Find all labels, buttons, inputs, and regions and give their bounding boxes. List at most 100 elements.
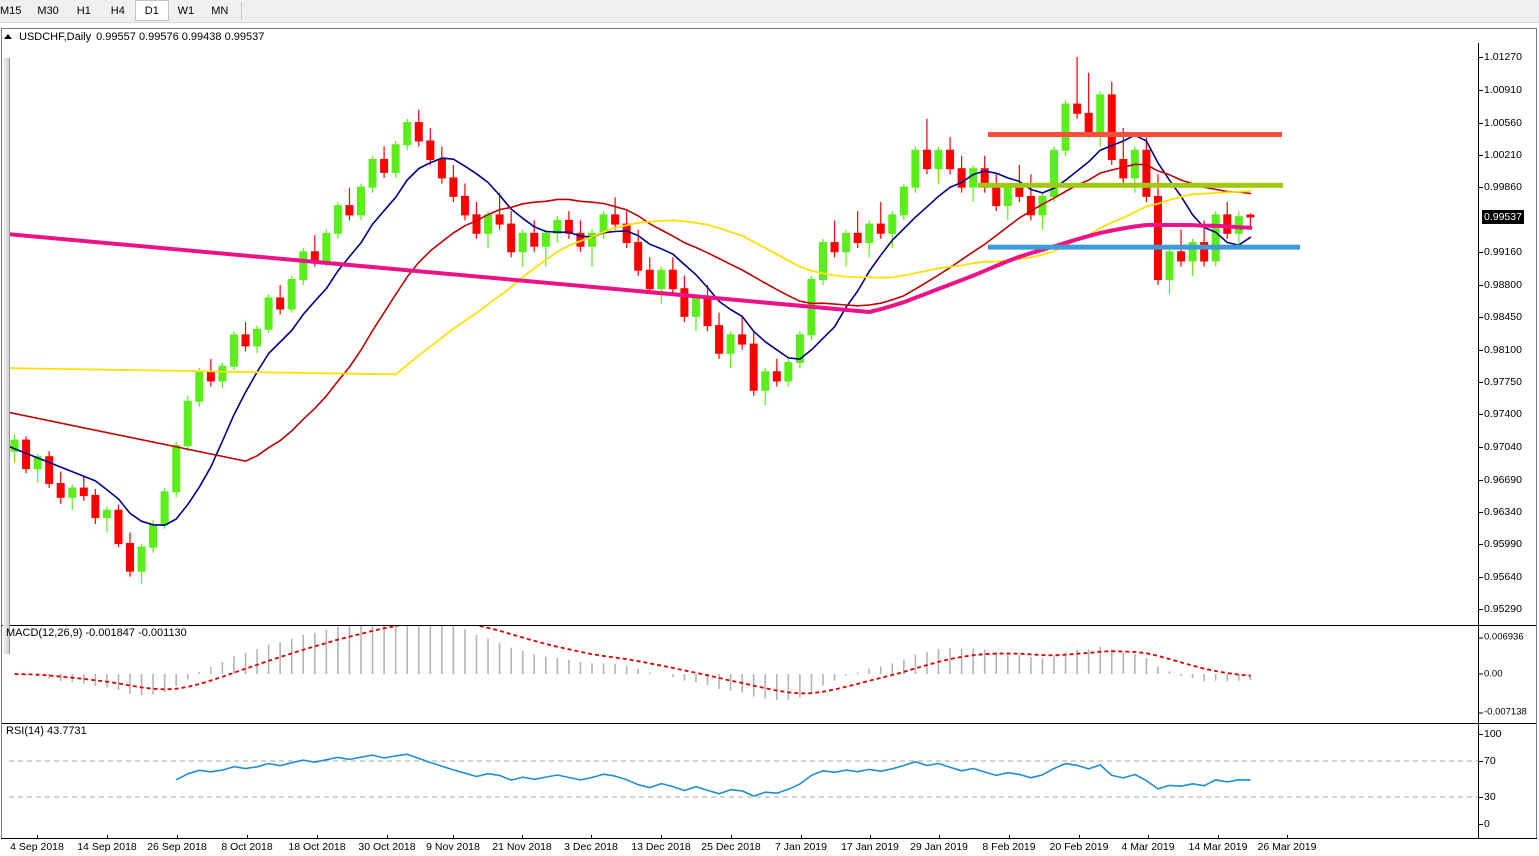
ohlc-values: 0.99557 0.99576 0.99438 0.99537 [96,30,265,43]
price-tick: 1.01270 [1479,51,1522,63]
date-tick-label: 26 Mar 2019 [1257,841,1317,853]
price-tick: 0.96690 [1479,473,1522,486]
timeframe-mn[interactable]: MN [211,5,229,17]
date-tick-label: 9 Nov 2018 [426,841,480,853]
date-tick-label: 8 Oct 2018 [221,841,273,853]
date-tick-label: 20 Feb 2019 [1049,841,1109,853]
price-tick: 0.97750 [1479,375,1522,388]
resistance-red [988,132,1282,138]
date-tick-label: 30 Oct 2018 [358,841,416,853]
date-tick-label: 17 Jan 2019 [841,841,899,853]
date-tick-mark [591,835,592,839]
date-tick-mark [453,835,454,839]
price-tick: 0.98100 [1479,343,1522,356]
chart-left-scroll-strip[interactable] [3,58,10,654]
date-tick-mark [247,835,248,839]
date-tick-mark [37,835,38,839]
date-tick-mark [661,835,662,839]
date-tick-label: 14 Mar 2019 [1188,841,1248,853]
rsi-tick: 0 [1479,818,1490,830]
date-tick-label: 13 Dec 2018 [631,841,691,853]
date-tick-mark [870,835,871,839]
rsi-tick: 100 [1479,728,1502,740]
date-axis: 4 Sep 2018 14 Sep 2018 26 Sep 2018 8 Oct 20… [1,835,1537,856]
date-tick-label: 26 Sep 2018 [147,841,207,853]
price-tick: 1.00910 [1479,84,1522,97]
current-price-tag: 0.99537 [1482,209,1524,224]
date-tick-mark [1287,835,1288,839]
date-tick-mark [801,835,802,839]
date-tick-label: 3 Dec 2018 [564,841,618,853]
price-tick: 0.95290 [1479,603,1522,615]
macd-tick: -0.007138 [1479,706,1527,718]
toolbar-empty-area [246,0,1539,22]
price-chart-svg [9,57,1300,585]
toolbar-separator [240,2,242,20]
date-tick-mark [731,835,732,839]
collapse-triangle-icon[interactable] [4,34,12,39]
date-tick-label: 4 Mar 2019 [1121,841,1175,853]
date-tick-label: 29 Jan 2019 [910,841,968,853]
price-tick: 1.00560 [1479,116,1522,129]
timeframe-w1[interactable]: W1 [177,5,195,17]
price-tick: 0.95640 [1479,570,1522,583]
timeframe-toolbar: M15 M30 H1 H4 D1 W1 MN [0,0,1539,23]
price-tick: 0.96340 [1479,506,1522,519]
date-tick-mark [1079,835,1080,839]
date-tick-mark [317,835,318,839]
rsi-chart-svg [9,753,1478,798]
price-plot [9,43,1478,625]
chart-window: USDCHF,Daily 0.99557 0.99576 0.99438 0.9… [1,28,1537,838]
macd-tick: 0.006936 [1479,631,1524,643]
date-tick-mark [387,835,388,839]
price-tick: 0.99160 [1479,245,1522,258]
timeframe-h4[interactable]: H4 [110,5,125,17]
rsi-tick: 30 [1479,791,1496,803]
price-tick: 0.99860 [1479,181,1522,194]
date-tick-mark [939,835,940,839]
rsi-pane: RSI(14) 43.7731 100 70 30 0 [2,724,1536,838]
timeframe-m15[interactable]: M15 [0,5,22,17]
date-tick-mark [177,835,178,839]
price-tick: 0.95990 [1479,538,1522,551]
chart-title-bar: USDCHF,Daily 0.99557 0.99576 0.99438 0.9… [4,30,264,43]
macd-label: MACD(12,26,9) -0.001847 -0.001130 [6,627,187,639]
date-tick-mark [522,835,523,839]
price-tick: 0.98800 [1479,279,1522,291]
date-tick-mark [1218,835,1219,839]
macd-plot [9,626,1478,723]
timeframe-m30[interactable]: M30 [37,5,59,17]
price-tick: 1.00210 [1479,148,1522,161]
timeframe-d1[interactable]: D1 [134,0,169,21]
support-blue [988,244,1300,250]
macd-pane: MACD(12,26,9) -0.001847 -0.001130 0.0069… [2,626,1536,723]
pane-separator-rsi[interactable] [2,723,1536,724]
date-tick-label: 25 Dec 2018 [701,841,761,853]
price-pane: 1.01270 1.00910 1.00560 1.00210 0.99860 0.991… [2,43,1536,625]
date-tick-label: 14 Sep 2018 [77,841,137,853]
date-tick-mark [1009,835,1010,839]
rsi-axis: 100 70 30 0 [1478,724,1536,838]
macd-tick: 0.00 [1479,668,1503,680]
price-tick: 0.97400 [1479,408,1522,421]
macd-chart-svg [14,626,1252,700]
date-tick-mark [1148,835,1149,839]
date-tick-mark [107,835,108,839]
price-axis: 1.01270 1.00910 1.00560 1.00210 0.99860 0.991… [1478,43,1536,625]
date-tick-label: 7 Jan 2019 [775,841,827,853]
symbol-period-label: USDCHF,Daily [19,30,92,43]
rsi-tick: 70 [1479,755,1496,767]
price-tick: 0.97040 [1479,441,1522,454]
rsi-plot [9,724,1478,838]
timeframe-h1[interactable]: H1 [76,5,91,17]
date-tick-label: 4 Sep 2018 [10,841,64,853]
pane-separator-macd[interactable] [2,625,1536,626]
rsi-label: RSI(14) 43.7731 [6,725,87,737]
resistance-olive [978,182,1283,188]
price-tick: 0.98450 [1479,311,1522,324]
date-tick-label: 18 Oct 2018 [288,841,346,853]
macd-axis: 0.006936 0.00 -0.007138 [1478,626,1536,723]
date-tick-label: 21 Nov 2018 [492,841,552,853]
date-tick-label: 8 Feb 2019 [982,841,1036,853]
